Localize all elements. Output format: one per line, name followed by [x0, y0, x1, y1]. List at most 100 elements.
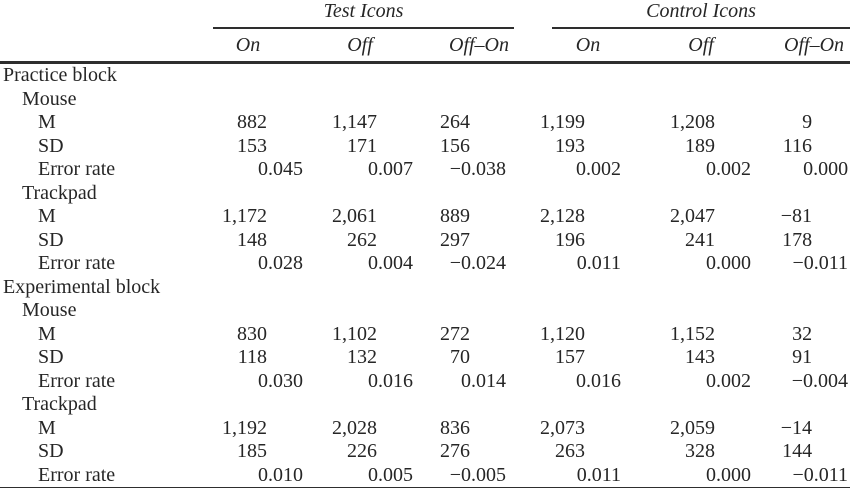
cell-value: 116	[782, 134, 813, 157]
cell-value: 189	[685, 134, 716, 157]
cell-value: 1,152	[670, 322, 716, 345]
cell-value: 70	[450, 346, 471, 369]
cell-value: 0.030	[258, 369, 303, 392]
row-label: Trackpad	[22, 393, 97, 416]
cell-value: 1,199	[540, 111, 586, 134]
row-label: Error rate	[38, 463, 116, 486]
table-row: Error rate 0.028 0.004 −0.024 0.011 0.00…	[0, 252, 850, 276]
cell-value: 2,073	[540, 416, 586, 439]
cell-value: 193	[555, 134, 586, 157]
col-header-test-on: On	[205, 29, 305, 64]
row-label: M	[38, 416, 56, 439]
cell-value: 882	[237, 111, 267, 134]
cell-value: 144	[782, 440, 813, 463]
cell-value: 836	[440, 416, 471, 439]
cell-value: 143	[685, 346, 716, 369]
cell-value: 9	[802, 111, 813, 134]
table-row: SD 185 226 276 263 328 144	[0, 440, 850, 464]
cell-value: 1,192	[222, 416, 267, 439]
table-row: SD 148 262 297 196 241 178	[0, 229, 850, 253]
cell-value: 272	[440, 322, 471, 345]
cell-value: 0.002	[706, 158, 752, 181]
cell-value: 297	[440, 228, 471, 251]
cell-value: 889	[440, 205, 471, 228]
table-row: SD 118 132 70 157 143 91	[0, 346, 850, 370]
cell-value: 2,128	[540, 205, 586, 228]
col-header-test-offon: Off–On	[415, 29, 509, 64]
table-section-row: Mouse	[0, 88, 850, 112]
row-label: Practice block	[3, 64, 117, 87]
table-row: Error rate 0.010 0.005 −0.005 0.011 0.00…	[0, 464, 850, 488]
cell-value: 0.002	[706, 369, 752, 392]
cell-value: 0.014	[461, 369, 507, 392]
row-label: M	[38, 111, 56, 134]
cell-value: 0.045	[258, 158, 303, 181]
cell-value: −81	[780, 205, 813, 228]
cell-value: −0.011	[792, 252, 849, 275]
row-label: M	[38, 322, 56, 345]
cell-value: 226	[347, 440, 377, 463]
cell-value: 262	[347, 228, 377, 251]
cell-value: 1,102	[332, 322, 377, 345]
cell-value: 148	[237, 228, 267, 251]
cell-value: 263	[555, 440, 586, 463]
cell-value: 0.002	[576, 158, 622, 181]
group-header-row: Test Icons Control Icons	[0, 0, 850, 29]
cell-value: 0.011	[576, 463, 622, 486]
corner-cell	[0, 0, 205, 29]
cell-value: −0.005	[449, 463, 507, 486]
cell-value: 132	[347, 346, 377, 369]
cell-value: −0.004	[791, 369, 849, 392]
table-row: Error rate 0.030 0.016 0.014 0.016 0.002…	[0, 370, 850, 394]
cell-value: 178	[782, 228, 813, 251]
cell-value: 241	[685, 228, 716, 251]
cell-value: 1,120	[540, 322, 586, 345]
cell-value: 1,147	[332, 111, 377, 134]
group-header-test-icons: Test Icons	[213, 0, 515, 29]
row-label: M	[38, 205, 56, 228]
cell-value: 276	[440, 440, 471, 463]
table-row: M 830 1,102 272 1,120 1,152 32	[0, 323, 850, 347]
row-label: SD	[38, 228, 64, 251]
table-row: Error rate 0.045 0.007 −0.038 0.002 0.00…	[0, 158, 850, 182]
cell-value: 1,208	[670, 111, 716, 134]
table-row: SD 153 171 156 193 189 116	[0, 135, 850, 159]
cell-value: 0.007	[368, 158, 413, 181]
cell-value: 171	[347, 134, 377, 157]
cell-value: −0.038	[449, 158, 507, 181]
table-section-row: Mouse	[0, 299, 850, 323]
column-header-row: On Off Off–On On Off Off–On	[0, 29, 850, 64]
table-section-row: Experimental block	[0, 276, 850, 300]
table-section-row: Trackpad	[0, 393, 850, 417]
table-section-row: Practice block	[0, 63, 850, 88]
row-label: Experimental block	[3, 275, 161, 298]
row-label: Error rate	[38, 369, 116, 392]
cell-value: 0.016	[576, 369, 622, 392]
row-label: Error rate	[38, 158, 116, 181]
row-label: Mouse	[22, 87, 77, 110]
cell-value: 328	[685, 440, 716, 463]
cell-value: 153	[237, 134, 267, 157]
cell-value: 830	[237, 322, 267, 345]
cell-value: 157	[555, 346, 586, 369]
cell-value: 0.004	[368, 252, 413, 275]
group-header-control-icons: Control Icons	[552, 0, 850, 29]
cell-value: 0.028	[258, 252, 303, 275]
cell-value: 0.016	[368, 369, 413, 392]
cell-value: 0.010	[258, 463, 303, 486]
table-row: M 882 1,147 264 1,199 1,208 9	[0, 111, 850, 135]
cell-value: 1,172	[222, 205, 267, 228]
cell-value: 0.000	[803, 158, 849, 181]
row-label: SD	[38, 134, 64, 157]
col-header-control-off: Off	[623, 29, 754, 64]
cell-value: 185	[237, 440, 267, 463]
corner-cell	[0, 29, 205, 64]
row-label: Mouse	[22, 299, 77, 322]
row-label: SD	[38, 440, 64, 463]
table-row: M 1,172 2,061 889 2,128 2,047 −81	[0, 205, 850, 229]
row-label: SD	[38, 346, 64, 369]
table-section-row: Trackpad	[0, 182, 850, 206]
cell-value: −0.011	[792, 463, 849, 486]
col-header-test-off: Off	[305, 29, 415, 64]
